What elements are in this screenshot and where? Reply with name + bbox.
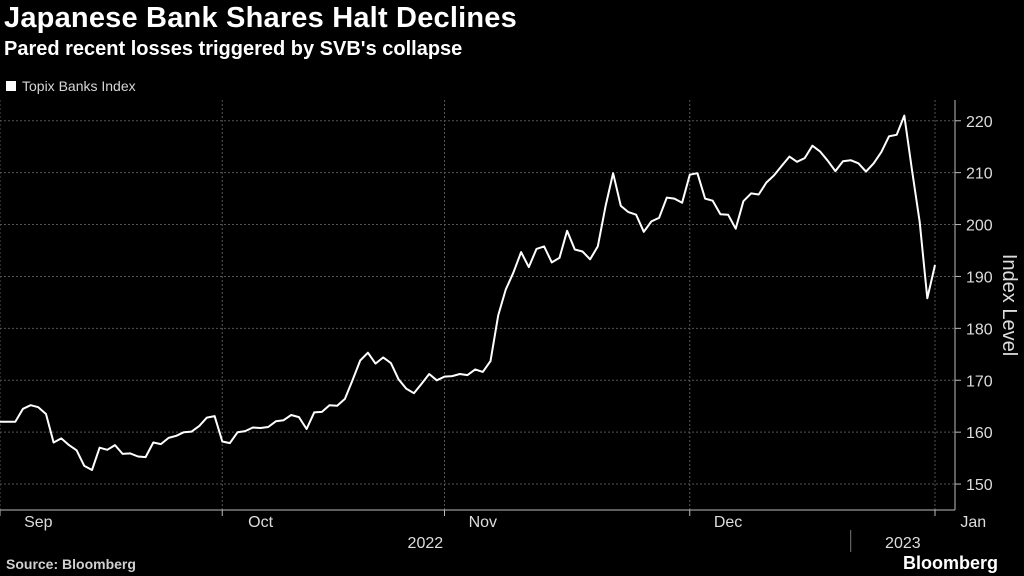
legend-label: Topix Banks Index bbox=[22, 78, 136, 94]
y-tick-label: 200 bbox=[966, 218, 993, 235]
year-label: 2023 bbox=[885, 535, 921, 552]
x-tick-label: Jan bbox=[960, 514, 986, 531]
legend: Topix Banks Index bbox=[6, 78, 136, 94]
y-tick-label: 170 bbox=[966, 373, 993, 390]
y-tick-label: 220 bbox=[966, 114, 993, 131]
x-tick-label: Oct bbox=[248, 514, 273, 531]
chart-subtitle: Pared recent losses triggered by SVB's c… bbox=[4, 38, 463, 60]
x-tick-label: Dec bbox=[714, 514, 742, 531]
bloomberg-logo: Bloomberg bbox=[902, 553, 998, 573]
x-tick-label: Sep bbox=[24, 514, 53, 531]
y-tick-label: 190 bbox=[966, 269, 993, 286]
chart-title: Japanese Bank Shares Halt Declines bbox=[4, 2, 517, 34]
year-label: 2022 bbox=[408, 535, 444, 552]
y-axis-label: Index Level bbox=[998, 254, 1020, 356]
series-line bbox=[0, 114, 936, 471]
y-tick-label: 210 bbox=[966, 166, 993, 183]
source-note: Source: Bloomberg bbox=[6, 556, 136, 572]
y-tick-label: 160 bbox=[966, 425, 993, 442]
legend-swatch bbox=[6, 81, 16, 91]
x-tick-label: Nov bbox=[469, 514, 497, 531]
y-tick-label: 150 bbox=[966, 477, 993, 494]
y-tick-label: 180 bbox=[966, 321, 993, 338]
